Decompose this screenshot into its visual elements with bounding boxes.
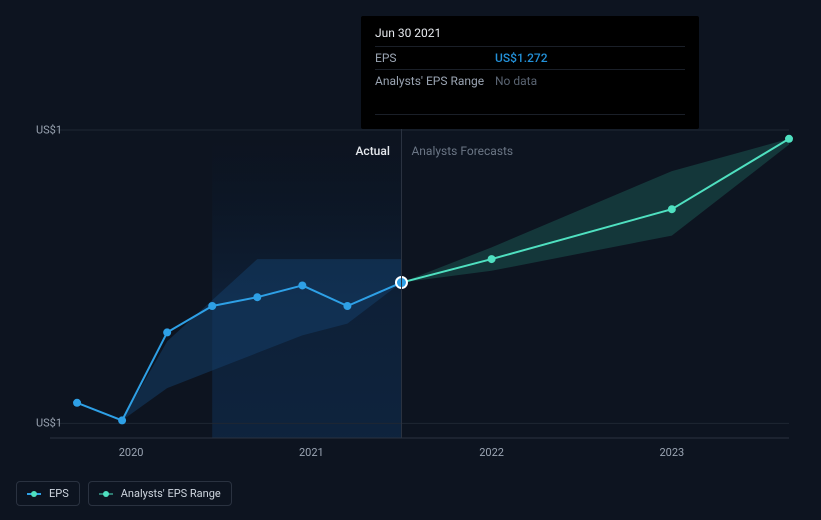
legend-item-range[interactable]: Analysts' EPS Range xyxy=(88,481,232,506)
tooltip-row: EPS US$1.272 xyxy=(375,46,685,69)
legend-label: EPS xyxy=(49,487,69,500)
x-axis-label: 2022 xyxy=(479,446,504,459)
legend-label: Analysts' EPS Range xyxy=(121,487,221,500)
tooltip-date: Jun 30 2021 xyxy=(375,26,685,40)
tooltip-row: Analysts' EPS Range No data xyxy=(375,69,685,92)
legend-item-eps[interactable]: EPS xyxy=(16,481,80,506)
chart-container: US$1 US$1 Actual Analysts Forecasts 2020… xyxy=(16,0,805,520)
legend-swatch-range xyxy=(99,490,113,498)
section-label-forecast: Analysts Forecasts xyxy=(411,144,513,158)
tooltip-value: US$1.272 xyxy=(495,51,548,65)
tooltip-key: Analysts' EPS Range xyxy=(375,74,495,88)
y-axis-label: US$1 xyxy=(36,124,62,137)
x-axis-label: 2020 xyxy=(119,446,144,459)
section-label-actual: Actual xyxy=(355,144,389,158)
x-axis-label: 2021 xyxy=(299,446,324,459)
legend-swatch-eps xyxy=(27,490,41,498)
legend: EPS Analysts' EPS Range xyxy=(16,481,232,506)
x-axis-label: 2023 xyxy=(659,446,684,459)
tooltip-divider xyxy=(375,114,685,115)
tooltip: Jun 30 2021 EPS US$1.272 Analysts' EPS R… xyxy=(361,16,699,129)
tooltip-key: EPS xyxy=(375,51,495,65)
tooltip-value: No data xyxy=(495,74,537,88)
y-axis-label: US$1 xyxy=(36,417,62,430)
